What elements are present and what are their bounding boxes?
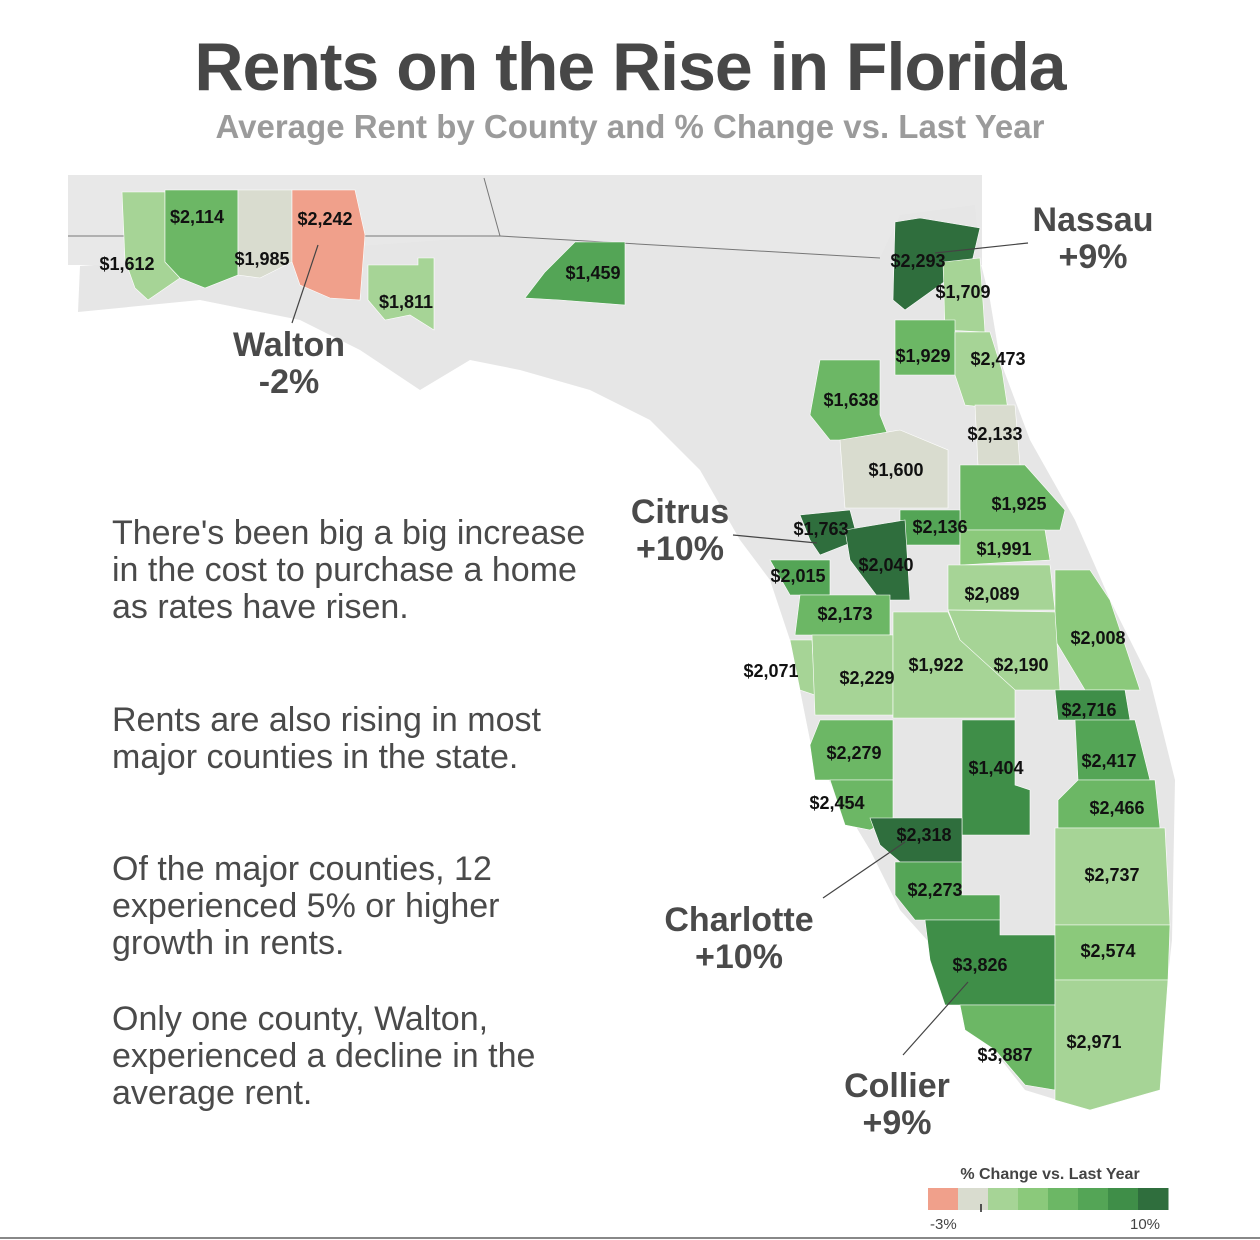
rent-label: $2,971 — [1066, 1032, 1121, 1052]
state-border-line — [483, 177, 501, 237]
county-shape[interactable] — [799, 509, 859, 556]
rent-label: $1,612 — [99, 254, 154, 274]
rent-label: $2,071 — [743, 661, 798, 681]
leader-line — [291, 244, 319, 324]
legend-swatch — [1138, 1188, 1169, 1210]
page-subtitle: Average Rent by County and % Change vs. … — [215, 108, 1045, 145]
legend-swatch — [928, 1188, 959, 1210]
rent-label: $2,114 — [170, 207, 224, 227]
county-shape[interactable] — [291, 189, 366, 301]
rent-label: $1,600 — [868, 460, 923, 480]
rent-label: $3,826 — [952, 955, 1007, 975]
body-paragraph: Only one county, Walton, experienced a d… — [112, 1000, 536, 1112]
county-shape[interactable] — [164, 189, 239, 289]
rent-label: $2,318 — [896, 825, 951, 845]
leader-line — [732, 534, 818, 544]
legend-swatch — [1018, 1188, 1049, 1210]
county-shapes — [121, 189, 1171, 1111]
rent-labels: $1,612 $2,114 $1,985 $2,242 $1,811 $1,45… — [99, 207, 1144, 1065]
county-shape[interactable] — [1054, 979, 1169, 1111]
page-title: Rents on the Rise in Florida — [194, 29, 1066, 105]
callout-change: +10% — [695, 938, 783, 976]
rent-label: $2,466 — [1089, 798, 1144, 818]
callout-name: Charlotte — [664, 901, 813, 939]
rent-label: $2,173 — [817, 604, 872, 624]
legend-swatch — [988, 1188, 1019, 1210]
legend-swatch — [1078, 1188, 1109, 1210]
callout-change: -2% — [259, 363, 319, 401]
rent-label: $1,459 — [565, 263, 620, 283]
rent-label: $1,929 — [895, 346, 950, 366]
legend-min-label: -3% — [930, 1216, 957, 1233]
legend-color-bar — [928, 1188, 1169, 1210]
rent-label: $2,136 — [912, 517, 967, 537]
county-shape[interactable] — [959, 529, 1051, 566]
legend-swatch — [958, 1188, 989, 1210]
legend-swatch — [1108, 1188, 1139, 1210]
county-shape[interactable] — [524, 241, 626, 306]
callout-change: +9% — [1059, 238, 1128, 276]
rent-label: $2,417 — [1081, 751, 1136, 771]
rent-label: $2,089 — [964, 584, 1019, 604]
callout-change: +9% — [863, 1104, 932, 1142]
leader-lines — [291, 242, 1029, 1056]
rent-label: $1,709 — [935, 282, 990, 302]
callout-name: Walton — [233, 326, 345, 364]
rent-label: $2,293 — [890, 251, 945, 271]
rent-label: $1,404 — [968, 758, 1023, 778]
rent-label: $1,763 — [793, 519, 848, 539]
rent-label: $2,229 — [839, 668, 894, 688]
rent-label: $2,273 — [907, 880, 962, 900]
county-shape[interactable] — [894, 861, 1001, 921]
rent-label: $2,242 — [297, 209, 352, 229]
rent-label: $2,716 — [1061, 700, 1116, 720]
callout-name: Citrus — [631, 493, 729, 531]
rent-label: $1,991 — [976, 539, 1031, 559]
rent-label: $2,454 — [809, 793, 864, 813]
rent-label: $2,279 — [826, 743, 881, 763]
county-shape[interactable] — [237, 189, 293, 279]
rent-label: $3,887 — [977, 1045, 1032, 1065]
rent-label: $2,473 — [970, 349, 1025, 369]
body-paragraph: There's been big a big increase in the c… — [112, 514, 586, 626]
rent-label: $1,922 — [908, 655, 963, 675]
rent-label: $2,574 — [1080, 941, 1135, 961]
county-shape[interactable] — [844, 519, 911, 601]
callout-name: Collier — [844, 1067, 950, 1105]
callout-labels: Nassau +9% Walton -2% Citrus +10% Charlo… — [233, 201, 1154, 1142]
county-shape[interactable] — [367, 257, 435, 331]
rent-label: $1,638 — [823, 390, 878, 410]
body-paragraph: Rents are also rising in most major coun… — [112, 701, 541, 776]
rent-label: $2,133 — [967, 424, 1022, 444]
rent-label: $2,015 — [770, 566, 825, 586]
rent-label: $2,190 — [993, 655, 1048, 675]
legend-max-label: 10% — [1130, 1216, 1161, 1233]
bottom-divider — [0, 1237, 1260, 1239]
body-paragraph: Of the major counties, 12 experienced 5%… — [112, 850, 500, 962]
county-shape[interactable] — [954, 331, 1009, 411]
leader-line — [902, 981, 969, 1056]
rent-label: $1,811 — [379, 292, 433, 312]
rent-label: $1,985 — [234, 249, 289, 269]
callout-name: Nassau — [1033, 201, 1154, 239]
rent-label: $1,925 — [991, 494, 1046, 514]
leader-line — [822, 841, 906, 899]
callout-change: +10% — [636, 530, 724, 568]
legend-title: % Change vs. Last Year — [960, 1166, 1140, 1183]
legend-swatch — [1048, 1188, 1079, 1210]
county-shape[interactable] — [947, 609, 1061, 691]
leader-line — [934, 242, 1029, 254]
rent-label: $2,737 — [1084, 865, 1139, 885]
county-shape[interactable] — [839, 429, 949, 509]
rent-label: $2,040 — [858, 555, 913, 575]
rent-label: $2,008 — [1070, 628, 1125, 648]
